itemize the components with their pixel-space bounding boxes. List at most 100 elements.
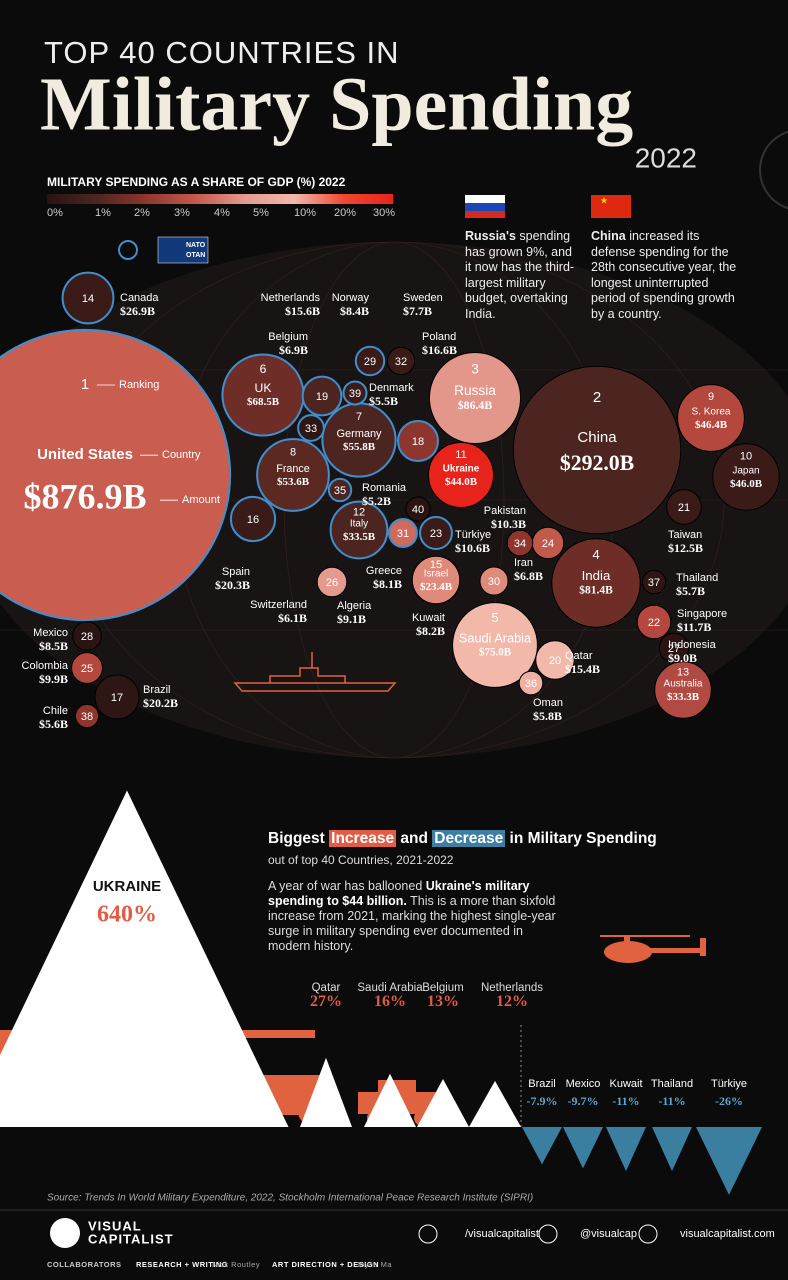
credit: Nick Routley	[212, 1260, 260, 1269]
bubble-amount: $6.8B	[514, 569, 543, 583]
bubble-rank: 15	[430, 559, 442, 571]
nato-logo-text: NATO	[186, 242, 206, 249]
bubble-amount: $10.6B	[455, 541, 490, 555]
title: Military Spending	[40, 62, 633, 146]
brand: CAPITALIST	[88, 1231, 174, 1246]
kicker: TOP 40 COUNTRIES IN	[44, 35, 400, 70]
bubble	[551, 538, 641, 628]
bubble-amount: $292.0B	[560, 451, 634, 475]
bubble-rank: 17	[111, 692, 123, 704]
increase-country: Saudi Arabia	[357, 982, 423, 994]
bubble-rank: 22	[648, 617, 660, 629]
bubble-amount: $6.9B	[279, 343, 308, 357]
bubble	[419, 516, 453, 550]
bubble-rank: 40	[412, 504, 424, 516]
bubble-country: Pakistan	[484, 505, 526, 517]
bubble-country: Switzerland	[250, 599, 307, 611]
social-handle[interactable]: @visualcap	[580, 1228, 637, 1240]
bubble-amount: $10.3B	[491, 517, 526, 531]
bubble-amount: $33.3B	[667, 691, 700, 703]
bubble	[342, 380, 368, 406]
decrease-label: -11%	[612, 1094, 639, 1108]
bubble-rank: 11	[455, 449, 466, 461]
bubble-country: Indonesia	[668, 639, 717, 651]
bubble-rank: 37	[648, 577, 660, 589]
bubble-amount: $9.9B	[39, 672, 68, 686]
legend-tick: 20%	[334, 207, 356, 219]
bubble-rank: 21	[678, 502, 690, 514]
bubble-rank: 28	[81, 631, 93, 643]
bubble-country: Romania	[362, 482, 407, 494]
nato-logo-text: OTAN	[186, 252, 205, 259]
bubble-rank: 27	[668, 643, 680, 655]
description-part: A year of war has ballooned	[268, 879, 426, 893]
bubble-country: Saudi Arabia	[459, 630, 532, 645]
bubble-rank: 5	[491, 610, 498, 625]
bubble-rank: 30	[488, 576, 500, 588]
bubble-country: Kuwait	[412, 612, 445, 624]
title-part: Biggest	[268, 830, 330, 847]
legend-tick: 30%	[373, 207, 395, 219]
bubble	[388, 518, 418, 548]
bubble-country: Netherlands	[261, 292, 321, 304]
bubble-amount: $8.5B	[39, 639, 68, 653]
change-triangle	[0, 790, 289, 1127]
decrease-label: -11%	[658, 1094, 685, 1108]
change-triangle	[652, 1127, 692, 1172]
bubble-amount: $5.5B	[369, 394, 398, 408]
bubble-amount: $75.0B	[479, 646, 512, 658]
bubble	[354, 345, 386, 377]
bubble-country: Colombia	[22, 660, 69, 672]
bubble-rank: 24	[542, 538, 554, 550]
bubble-country: Italy	[350, 519, 368, 530]
bubble-amount: $8.4B	[340, 304, 369, 318]
title-part: Increase	[329, 830, 397, 847]
credit: Joyce Ma	[356, 1260, 392, 1269]
social-icon	[638, 1224, 658, 1244]
bubble-amount: $5.2B	[362, 494, 391, 508]
bubble	[327, 477, 353, 503]
bubble-amount: $20.3B	[215, 578, 250, 592]
bubble	[677, 384, 745, 452]
annotation: Amount	[182, 494, 220, 506]
increase-label: 16%	[374, 993, 406, 1010]
bubble-rank: 36	[525, 678, 537, 690]
increase-country: Belgium	[422, 982, 464, 994]
bubble-amount: $876.9B	[23, 476, 146, 516]
bubble-country: Thailand	[676, 572, 718, 584]
bubble-country: Ukraine	[443, 464, 480, 475]
bubble	[229, 495, 277, 543]
bubble-rank: 33	[305, 423, 317, 435]
bubble-amount: $26.9B	[120, 304, 155, 318]
bubble	[329, 500, 389, 560]
legend-tick: 1%	[95, 207, 111, 219]
social-handle[interactable]: /visualcapitalist	[465, 1228, 539, 1240]
bubble	[386, 346, 416, 376]
bubble-country: Singapore	[677, 608, 727, 620]
bubble	[94, 674, 140, 720]
bubble	[428, 351, 522, 445]
bubble-rank: 9	[708, 391, 714, 403]
bubble-rank: 34	[514, 538, 526, 550]
social-handle[interactable]: visualcapitalist.com	[680, 1228, 775, 1240]
bubble-rank: 18	[412, 436, 424, 448]
bubble-country: France	[276, 463, 309, 475]
increase-country: Netherlands	[480, 982, 543, 994]
note: Russia's spending has grown 9%, and it n…	[465, 229, 575, 322]
bubble-amount: $5.7B	[676, 584, 705, 598]
bubble	[405, 496, 431, 522]
change-triangle	[522, 1127, 562, 1165]
bubble-country: Algeria	[337, 600, 372, 612]
decrease-country: Brazil	[528, 1078, 556, 1090]
ship	[233, 652, 397, 692]
bubble	[397, 420, 439, 462]
bubble-country: Belgium	[268, 331, 308, 343]
decrease-country: Thailand	[651, 1078, 693, 1090]
year: 2022	[635, 142, 697, 173]
bubble-rank: 32	[395, 356, 407, 368]
bubble-rank: 38	[81, 711, 93, 723]
increase-label: 12%	[496, 993, 528, 1010]
bubble-country: United States	[37, 446, 133, 463]
